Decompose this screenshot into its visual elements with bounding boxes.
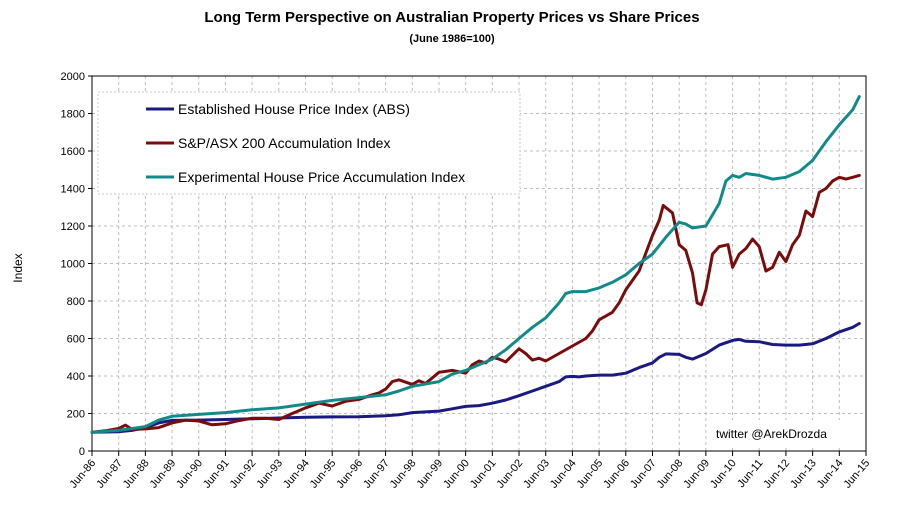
x-tick-label: Jun-02 bbox=[495, 457, 526, 490]
x-tick-label: Jun-14 bbox=[815, 457, 846, 490]
x-tick-label: Jun-93 bbox=[254, 457, 285, 490]
series-line-2 bbox=[90, 173, 861, 434]
x-tick-label: Jun-92 bbox=[228, 457, 259, 490]
x-tick-label: Jun-96 bbox=[334, 457, 365, 490]
x-tick-label: Jun-12 bbox=[761, 457, 792, 490]
x-tick-label: Jun-05 bbox=[575, 457, 606, 490]
x-tick-label: Jun-91 bbox=[201, 457, 232, 490]
series-lines bbox=[90, 95, 861, 434]
x-tick-label: Jun-06 bbox=[601, 457, 632, 490]
x-tick-label: Jun-88 bbox=[121, 457, 152, 490]
y-tick-label: 1800 bbox=[61, 109, 85, 121]
y-tick-label: 1200 bbox=[61, 221, 85, 233]
y-tick-label: 0 bbox=[79, 446, 85, 458]
x-tick-label: Jun-15 bbox=[841, 457, 872, 490]
x-tick-label: Jun-10 bbox=[708, 457, 739, 490]
legend-label: Experimental House Price Accumulation In… bbox=[178, 169, 465, 185]
y-tick-label: 600 bbox=[67, 334, 85, 346]
x-tick-label: Jun-87 bbox=[94, 457, 125, 490]
x-tick-label: Jun-13 bbox=[788, 457, 819, 490]
x-tick-label: Jun-97 bbox=[361, 457, 392, 490]
y-axis-label: Index bbox=[11, 253, 25, 282]
chart-title: Long Term Perspective on Australian Prop… bbox=[204, 9, 700, 26]
x-tick-label: Jun-94 bbox=[281, 457, 312, 490]
legend-label: Established House Price Index (ABS) bbox=[178, 101, 410, 117]
y-tick-label: 2000 bbox=[61, 71, 85, 83]
x-tick-label: Jun-86 bbox=[67, 457, 98, 490]
x-tick-label: Jun-89 bbox=[148, 457, 179, 490]
y-tick-label: 400 bbox=[67, 371, 85, 383]
y-tick-label: 200 bbox=[67, 409, 85, 421]
x-tick-label: Jun-08 bbox=[655, 457, 686, 490]
watermark-text: twitter @ArekDrozda bbox=[716, 427, 827, 441]
x-tick-label: Jun-03 bbox=[521, 457, 552, 490]
x-tick-label: Jun-90 bbox=[174, 457, 205, 490]
x-tick-label: Jun-01 bbox=[468, 457, 499, 490]
y-tick-label: 1400 bbox=[61, 184, 85, 196]
x-tick-label: Jun-04 bbox=[548, 457, 579, 490]
series-line-1 bbox=[90, 322, 861, 434]
y-tick-label: 1000 bbox=[61, 259, 85, 271]
x-tick-label: Jun-98 bbox=[388, 457, 419, 490]
x-tick-label: Jun-00 bbox=[441, 457, 472, 490]
y-axis: 0 200 400 600 800 1000 1200 1400 1600 1800 2000 bbox=[61, 71, 92, 458]
y-tick-label: 800 bbox=[67, 296, 85, 308]
legend: Established House Price Index (ABS) S&P/A… bbox=[97, 91, 521, 195]
series-line-3 bbox=[90, 95, 861, 434]
x-tick-label: Jun-07 bbox=[628, 457, 659, 490]
x-axis: Jun-86Jun-87Jun-88Jun-89Jun-90Jun-91Jun-… bbox=[67, 451, 872, 491]
x-tick-label: Jun-99 bbox=[414, 457, 445, 490]
y-tick-label: 1600 bbox=[61, 146, 85, 158]
x-tick-label: Jun-95 bbox=[308, 457, 339, 490]
chart-subtitle: (June 1986=100) bbox=[409, 33, 495, 45]
watermark: twitter @ArekDrozda bbox=[710, 420, 852, 446]
x-tick-label: Jun-11 bbox=[735, 457, 765, 490]
legend-label: S&P/ASX 200 Accumulation Index bbox=[178, 135, 390, 151]
x-tick-label: Jun-09 bbox=[681, 457, 712, 490]
